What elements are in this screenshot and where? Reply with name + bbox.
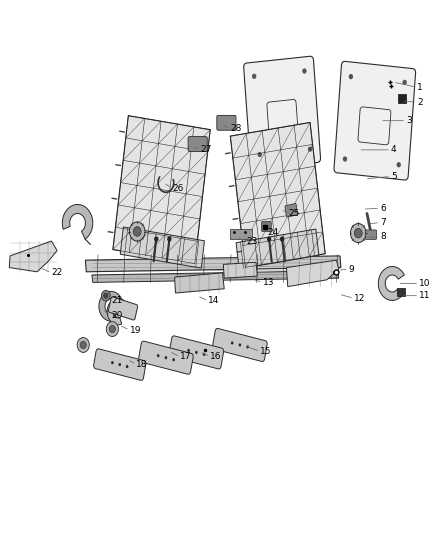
- Polygon shape: [9, 241, 57, 272]
- Circle shape: [239, 343, 241, 346]
- Circle shape: [167, 237, 172, 241]
- Text: 8: 8: [380, 232, 386, 241]
- Text: 28: 28: [230, 124, 241, 133]
- Text: 24: 24: [268, 228, 279, 237]
- Circle shape: [246, 345, 249, 349]
- Bar: [113, 116, 210, 264]
- Bar: [396, 288, 405, 296]
- Circle shape: [195, 351, 198, 354]
- FancyBboxPatch shape: [244, 56, 321, 169]
- Polygon shape: [99, 292, 122, 321]
- Text: 13: 13: [262, 278, 274, 287]
- Text: 17: 17: [180, 352, 191, 361]
- Text: 5: 5: [391, 172, 397, 181]
- Circle shape: [106, 321, 118, 336]
- Circle shape: [80, 341, 86, 349]
- Text: 1: 1: [417, 83, 423, 92]
- Circle shape: [349, 74, 353, 79]
- Circle shape: [154, 237, 159, 241]
- Polygon shape: [223, 262, 257, 278]
- Circle shape: [203, 353, 205, 356]
- Polygon shape: [175, 273, 224, 293]
- Polygon shape: [378, 266, 404, 301]
- Circle shape: [231, 341, 233, 344]
- Text: 18: 18: [136, 360, 148, 369]
- Circle shape: [172, 358, 175, 361]
- Text: 23: 23: [246, 237, 258, 246]
- Text: 6: 6: [380, 204, 386, 213]
- Text: 22: 22: [51, 268, 63, 277]
- Polygon shape: [85, 256, 341, 272]
- Bar: [398, 94, 406, 103]
- Polygon shape: [92, 271, 339, 282]
- Text: 3: 3: [406, 116, 412, 125]
- Text: 25: 25: [289, 209, 300, 218]
- Circle shape: [308, 147, 312, 152]
- FancyBboxPatch shape: [109, 297, 138, 320]
- FancyBboxPatch shape: [334, 61, 416, 180]
- Circle shape: [354, 228, 362, 238]
- Text: 7: 7: [380, 218, 386, 227]
- Circle shape: [280, 237, 284, 241]
- Circle shape: [267, 237, 271, 241]
- FancyBboxPatch shape: [261, 221, 271, 231]
- FancyBboxPatch shape: [94, 349, 146, 381]
- FancyBboxPatch shape: [267, 100, 298, 136]
- Text: 19: 19: [130, 326, 141, 335]
- Circle shape: [187, 349, 190, 352]
- Text: 20: 20: [111, 311, 123, 320]
- Circle shape: [343, 156, 347, 161]
- FancyBboxPatch shape: [358, 107, 391, 145]
- FancyBboxPatch shape: [138, 341, 193, 374]
- Bar: [236, 229, 319, 269]
- Text: 10: 10: [419, 279, 431, 288]
- Text: 11: 11: [419, 291, 431, 300]
- FancyBboxPatch shape: [365, 230, 377, 239]
- Circle shape: [133, 227, 141, 236]
- Text: 26: 26: [172, 183, 184, 192]
- FancyBboxPatch shape: [217, 115, 236, 130]
- Text: 21: 21: [111, 296, 123, 305]
- FancyBboxPatch shape: [188, 136, 207, 151]
- Text: 14: 14: [208, 296, 219, 305]
- Circle shape: [157, 354, 159, 357]
- FancyBboxPatch shape: [285, 204, 297, 217]
- Polygon shape: [286, 260, 339, 287]
- Circle shape: [258, 152, 262, 157]
- FancyBboxPatch shape: [212, 328, 267, 361]
- Circle shape: [77, 337, 89, 352]
- Circle shape: [302, 68, 307, 74]
- Circle shape: [126, 365, 128, 368]
- Circle shape: [118, 363, 121, 366]
- Circle shape: [111, 361, 114, 364]
- Circle shape: [350, 223, 366, 243]
- Text: 16: 16: [210, 352, 222, 361]
- FancyBboxPatch shape: [169, 336, 224, 369]
- Polygon shape: [107, 298, 128, 325]
- Circle shape: [403, 80, 407, 85]
- Text: 2: 2: [417, 98, 423, 107]
- Polygon shape: [62, 205, 93, 239]
- Bar: [230, 123, 325, 268]
- Circle shape: [129, 222, 145, 241]
- Circle shape: [104, 293, 108, 298]
- Text: 12: 12: [354, 294, 365, 303]
- Text: 27: 27: [201, 146, 212, 155]
- Bar: [230, 229, 252, 239]
- Circle shape: [252, 74, 256, 79]
- Text: 4: 4: [391, 146, 396, 155]
- Circle shape: [165, 356, 167, 359]
- Bar: [120, 227, 205, 268]
- Circle shape: [102, 290, 110, 301]
- Circle shape: [396, 162, 401, 167]
- Circle shape: [110, 325, 116, 333]
- Text: 9: 9: [349, 265, 354, 273]
- Text: 15: 15: [260, 347, 272, 356]
